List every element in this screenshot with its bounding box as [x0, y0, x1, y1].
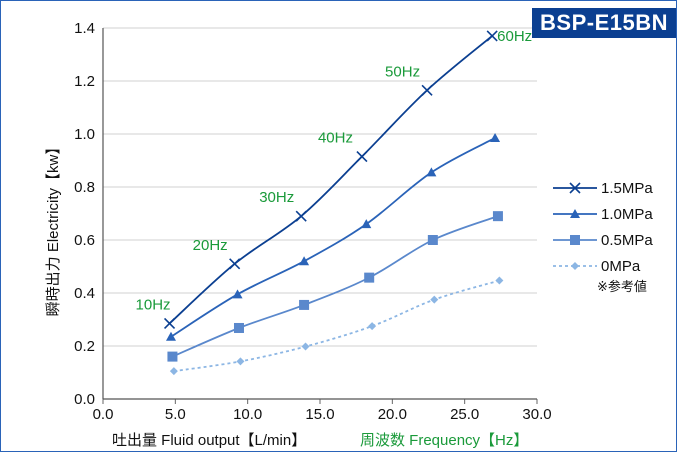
data-point [229, 258, 241, 270]
y-tick-label: 0.8 [74, 179, 95, 196]
data-point [361, 219, 372, 229]
y-tick-label: 1.4 [74, 20, 95, 37]
series-lines [163, 30, 504, 376]
legend-note: ※参考値 [597, 279, 647, 294]
data-point [368, 322, 377, 331]
hz-annotation: 30Hz [259, 189, 294, 206]
data-point [233, 322, 244, 333]
data-point [364, 272, 375, 283]
data-point [495, 276, 504, 285]
data-point [486, 30, 498, 42]
data-point [232, 289, 243, 299]
x-tick-label: 10.0 [233, 406, 262, 423]
y-tick-label: 1.0 [74, 126, 95, 143]
data-point [169, 367, 178, 376]
legend-marker [569, 182, 581, 194]
legend-marker [570, 235, 580, 245]
x-tick-label: 5.0 [165, 406, 186, 423]
legend-marker [571, 262, 579, 270]
data-point [492, 211, 503, 222]
frequency-annotations: 10Hz 20Hz 30Hz 40Hz 50Hz 60Hz [136, 28, 533, 314]
data-point [299, 299, 310, 310]
x-axis-title: 吐出量 Fluid output【L/min】 [112, 432, 306, 449]
x-tick-label: 15.0 [305, 406, 334, 423]
y-axis-title: 瞬時出力 Electricity【kw】 [45, 140, 62, 317]
legend-label: 0.5MPa [601, 232, 653, 249]
x-tick-label: 25.0 [450, 406, 479, 423]
legend-label: 0MPa [601, 258, 641, 275]
data-point [236, 357, 245, 366]
legend-marker [570, 209, 580, 218]
data-point [167, 351, 178, 362]
data-point [163, 317, 176, 330]
legend: 1.5MPa 1.0MPa 0.5MPa 0MPa ※参考値 [553, 180, 653, 294]
hz-annotation: 40Hz [318, 130, 353, 147]
data-point [356, 150, 368, 163]
data-point [299, 256, 310, 266]
grid-lines [102, 27, 538, 404]
marker-stroke [356, 150, 368, 163]
series-line-1.5MPa [168, 35, 493, 325]
x-axis-title-frequency: 周波数 Frequency【Hz】 [360, 432, 528, 449]
legend-label: 1.0MPa [601, 206, 653, 223]
data-point [295, 210, 307, 222]
hz-annotation: 60Hz [497, 28, 532, 45]
marker-stroke [229, 258, 241, 270]
marker-stroke [295, 210, 307, 222]
series-line-0MPa [173, 279, 500, 373]
hz-annotation: 50Hz [385, 63, 420, 80]
axes [102, 28, 537, 400]
marker-stroke [421, 84, 433, 96]
model-badge: BSP-E15BN [532, 8, 676, 38]
y-tick-label: 0.4 [74, 285, 95, 302]
series-line-0.5MPa [172, 215, 499, 358]
y-tick-label: 0.6 [74, 232, 95, 249]
y-tick-label: 1.2 [74, 73, 95, 90]
marker-stroke [486, 30, 498, 42]
hz-annotation: 20Hz [193, 237, 228, 254]
x-tick-label: 0.0 [93, 406, 114, 423]
data-point [427, 235, 438, 245]
data-point [490, 132, 501, 142]
x-tick-label: 30.0 [522, 406, 551, 423]
data-point [421, 84, 433, 96]
y-tick-labels: 0.0 0.2 0.4 0.6 0.8 1.0 1.2 1.4 [74, 20, 95, 408]
series-line-1.0MPa [170, 137, 496, 338]
hz-annotation: 10Hz [136, 296, 171, 313]
x-tick-label: 20.0 [378, 406, 407, 423]
data-point [430, 295, 439, 304]
y-tick-label: 0.0 [74, 391, 95, 408]
marker-stroke [569, 182, 581, 194]
data-point [165, 331, 176, 341]
legend-label: 1.5MPa [601, 180, 653, 197]
marker-stroke [163, 317, 176, 330]
data-point [301, 342, 310, 351]
y-tick-label: 0.2 [74, 338, 95, 355]
data-point [426, 167, 437, 177]
x-tick-labels: 0.0 5.0 10.0 15.0 20.0 25.0 30.0 [93, 406, 552, 423]
